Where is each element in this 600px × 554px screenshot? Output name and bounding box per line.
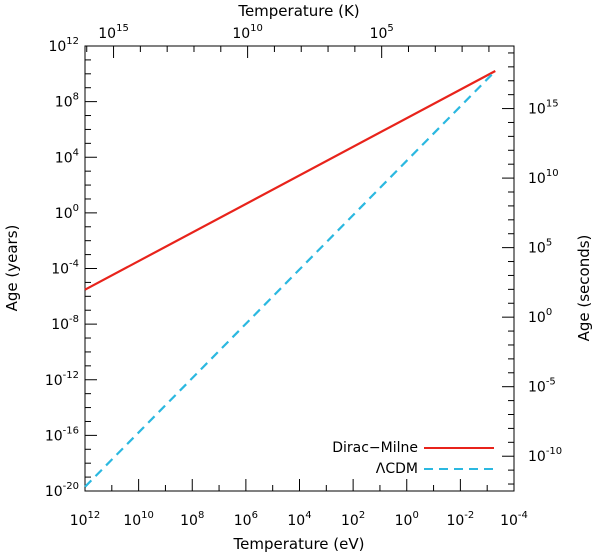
left-tick-label: 10-4 bbox=[51, 259, 79, 278]
right-tick-label: 1010 bbox=[528, 168, 559, 187]
x-axis-title-bottom: Temperature (eV) bbox=[233, 535, 365, 553]
top-tick-label: 1010 bbox=[232, 23, 263, 42]
series-layer bbox=[84, 70, 497, 488]
bottom-tick-label: 106 bbox=[234, 510, 258, 529]
left-tick-label: 10-16 bbox=[45, 425, 79, 444]
bottom-tick-label: 104 bbox=[287, 510, 311, 529]
right-tick-label: 1015 bbox=[528, 99, 559, 118]
left-tick-label: 100 bbox=[55, 203, 79, 222]
top-tick-label: 105 bbox=[370, 23, 394, 42]
bottom-tick-label: 1010 bbox=[123, 510, 154, 529]
series-line-lcdm bbox=[84, 70, 497, 488]
legend: Dirac−Milne ΛCDM bbox=[332, 440, 494, 477]
legend-label-lcdm: ΛCDM bbox=[376, 461, 418, 477]
bottom-tick-label: 108 bbox=[180, 510, 204, 529]
series-line-dirac-milne bbox=[84, 70, 496, 291]
left-tick-label: 10-20 bbox=[45, 481, 79, 500]
bottom-tick-label: 1012 bbox=[70, 510, 101, 529]
right-tick-label: 10-10 bbox=[528, 446, 562, 465]
legend-label-dirac-milne: Dirac−Milne bbox=[332, 440, 418, 456]
left-tick-label: 10-8 bbox=[51, 314, 79, 333]
bottom-tick-label: 100 bbox=[395, 510, 419, 529]
right-tick-label: 105 bbox=[528, 238, 552, 257]
x-axis-title-top: Temperature (K) bbox=[237, 2, 359, 20]
left-tick-label: 104 bbox=[55, 147, 79, 166]
top-tick-label: 1015 bbox=[98, 23, 129, 42]
right-tick-label: 100 bbox=[528, 307, 552, 326]
left-tick-label: 108 bbox=[55, 92, 79, 111]
left-tick-label: 1012 bbox=[48, 36, 79, 55]
y-axis-title-right: Age (seconds) bbox=[575, 235, 593, 342]
bottom-tick-label: 10-4 bbox=[500, 510, 528, 529]
bottom-tick-label: 102 bbox=[341, 510, 365, 529]
left-tick-label: 10-12 bbox=[45, 370, 79, 389]
right-tick-label: 10-5 bbox=[528, 377, 556, 396]
y-axis-title-left: Age (years) bbox=[3, 225, 21, 312]
bottom-tick-label: 10-2 bbox=[446, 510, 474, 529]
ticks-layer: 1012101010810610410210010-210-4102010151… bbox=[45, 23, 562, 529]
